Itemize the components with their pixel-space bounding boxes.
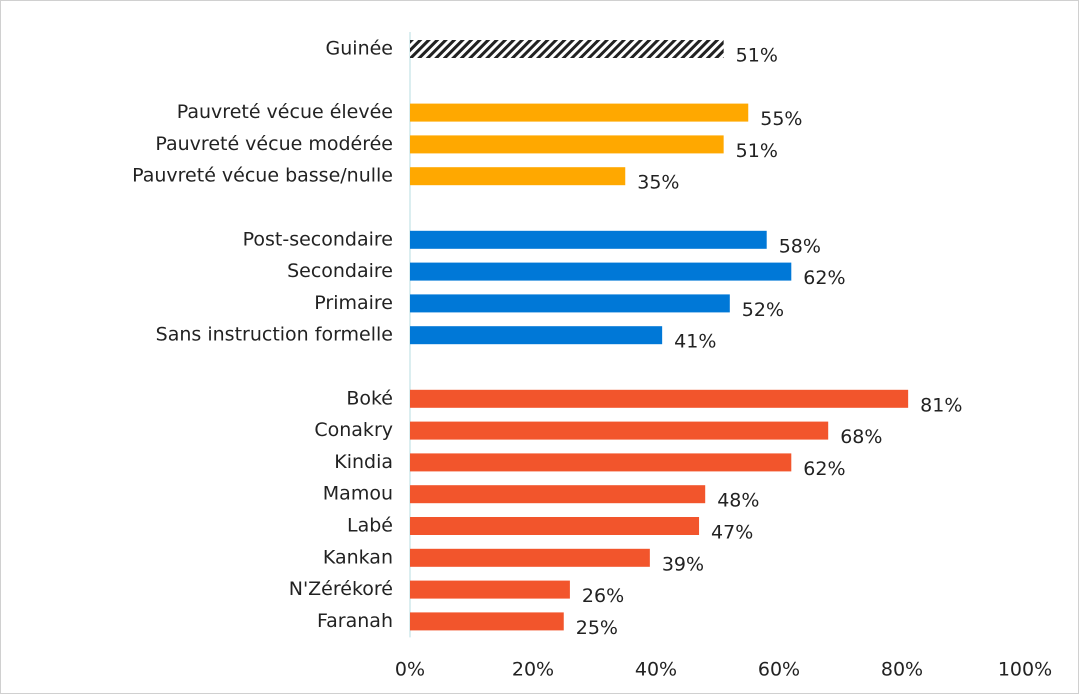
y-tick-label: Pauvreté vécue élevée xyxy=(177,101,393,123)
y-tick-label: Sans instruction formelle xyxy=(156,324,393,346)
value-label: 81% xyxy=(920,394,962,416)
bar xyxy=(410,485,706,504)
bar xyxy=(410,103,749,122)
y-tick-label: Conakry xyxy=(314,419,393,441)
bar xyxy=(410,517,700,535)
bar xyxy=(410,548,650,567)
y-tick-label: Post-secondaire xyxy=(243,228,393,250)
x-tick-label: 80% xyxy=(881,659,923,681)
value-label: 55% xyxy=(760,108,802,130)
bar xyxy=(410,135,724,154)
value-label: 39% xyxy=(662,553,704,575)
bar xyxy=(410,262,792,281)
y-tick-label: N'Zérékoré xyxy=(289,578,393,600)
x-tick-label: 60% xyxy=(758,659,800,681)
y-tick-label: Guinée xyxy=(326,38,393,60)
bar xyxy=(410,326,663,345)
value-label: 48% xyxy=(717,490,759,512)
x-tick-label: 20% xyxy=(512,659,554,681)
value-label: 62% xyxy=(803,267,845,289)
y-tick-label: Mamou xyxy=(323,483,393,505)
value-label: 52% xyxy=(742,299,784,321)
bar xyxy=(410,580,570,599)
bar xyxy=(410,421,829,440)
x-tick-label: 100% xyxy=(998,659,1052,681)
y-tick-label: Boké xyxy=(346,387,393,409)
y-tick-label: Kankan xyxy=(323,546,393,568)
bar xyxy=(410,167,626,186)
x-tick-label: 0% xyxy=(395,659,425,681)
bar xyxy=(410,230,767,249)
y-tick-label: Primaire xyxy=(314,292,393,314)
y-tick-label: Pauvreté vécue basse/nulle xyxy=(132,165,393,187)
y-tick-label: Labé xyxy=(347,515,393,537)
value-label: 35% xyxy=(637,172,679,194)
value-label: 51% xyxy=(736,140,778,162)
value-label: 47% xyxy=(711,522,753,544)
bar xyxy=(410,453,792,472)
y-tick-label: Secondaire xyxy=(287,260,393,282)
bar xyxy=(410,294,730,313)
value-label: 25% xyxy=(576,617,618,639)
value-label: 68% xyxy=(840,426,882,448)
value-label: 62% xyxy=(803,458,845,480)
y-tick-label: Pauvreté vécue modérée xyxy=(155,133,393,155)
x-tick-label: 40% xyxy=(635,659,677,681)
bar xyxy=(410,40,724,58)
value-label: 41% xyxy=(674,331,716,353)
value-label: 26% xyxy=(582,585,624,607)
value-label: 51% xyxy=(736,45,778,67)
bar xyxy=(410,612,564,631)
y-tick-label: Kindia xyxy=(334,451,393,473)
value-label: 58% xyxy=(779,235,821,257)
bar xyxy=(410,389,909,408)
y-tick-label: Faranah xyxy=(317,610,393,632)
